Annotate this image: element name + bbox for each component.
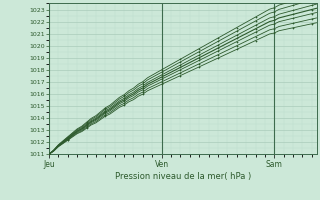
X-axis label: Pression niveau de la mer( hPa ): Pression niveau de la mer( hPa ) (115, 172, 251, 181)
